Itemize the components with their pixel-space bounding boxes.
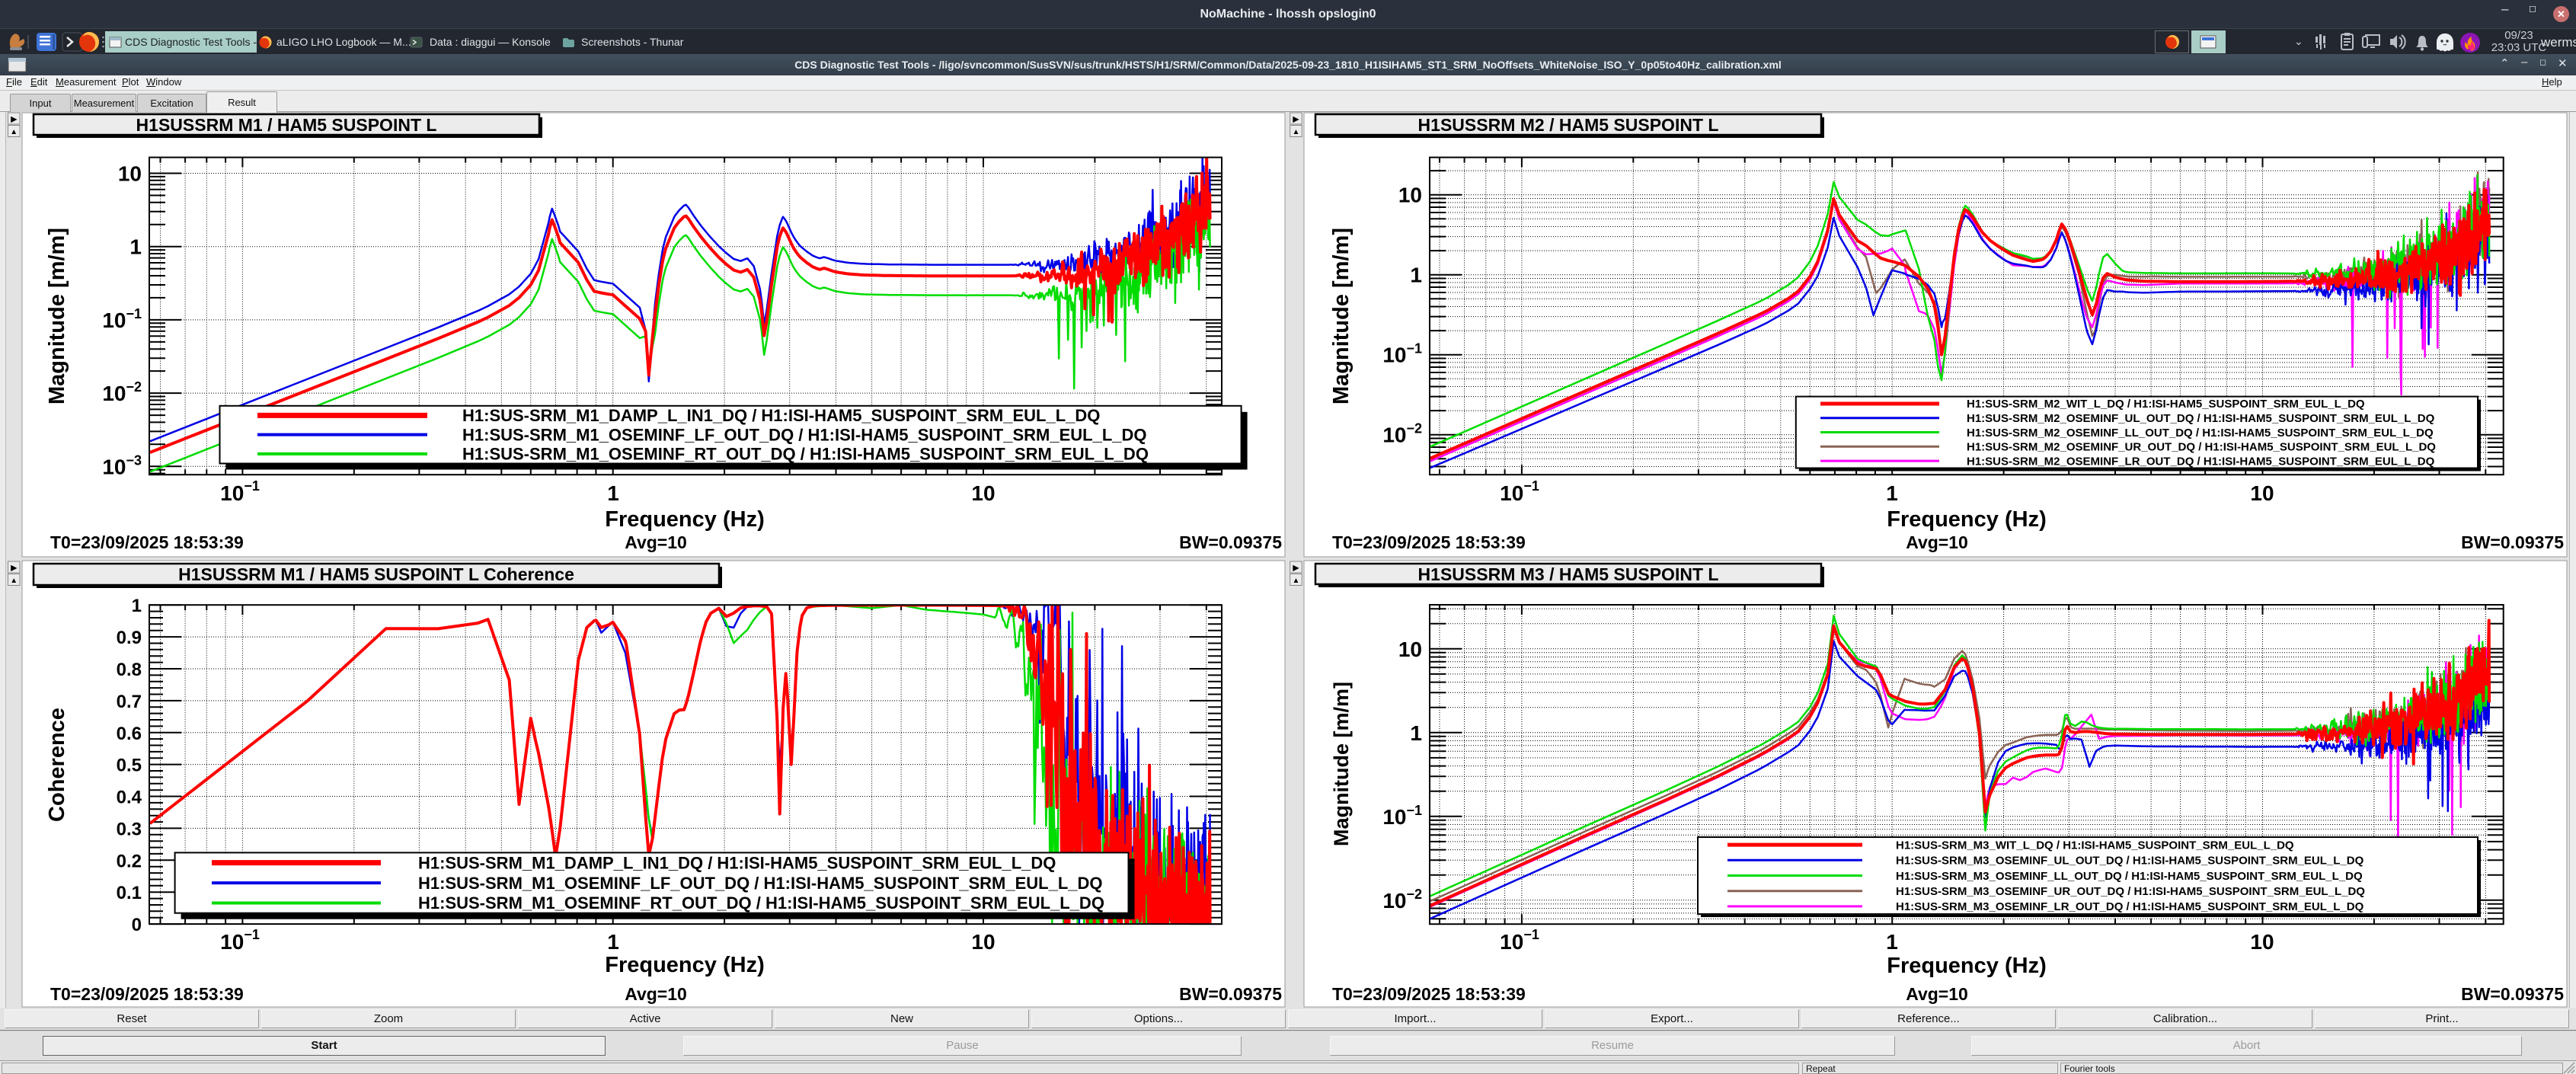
svg-text:1: 1 — [1410, 721, 1422, 745]
svg-text:1: 1 — [607, 481, 619, 505]
svg-text:T0=23/09/2025 18:53:39: T0=23/09/2025 18:53:39 — [50, 532, 244, 552]
svg-text:10−3: 10−3 — [102, 452, 142, 478]
svg-text:T0=23/09/2025 18:53:39: T0=23/09/2025 18:53:39 — [1332, 532, 1526, 552]
svg-text:0.7: 0.7 — [117, 692, 142, 712]
svg-text:BW=0.09375: BW=0.09375 — [2461, 532, 2564, 552]
svg-text:10: 10 — [118, 162, 142, 186]
svg-text:H1:SUS-SRM_M2_OSEMINF_UR_OUT_D: H1:SUS-SRM_M2_OSEMINF_UR_OUT_DQ / H1:ISI… — [1967, 441, 2436, 454]
svg-text:10−1: 10−1 — [1382, 341, 1422, 367]
svg-text:▶: ▶ — [10, 116, 18, 124]
svg-text:H1SUSSRM M2 / HAM5 SUSPOINT L: H1SUSSRM M2 / HAM5 SUSPOINT L — [1418, 115, 1719, 135]
svg-text:▲: ▲ — [1292, 577, 1299, 585]
svg-text:Coherence: Coherence — [45, 708, 69, 822]
svg-text:Avg=10: Avg=10 — [625, 532, 687, 552]
svg-text:T0=23/09/2025 18:53:39: T0=23/09/2025 18:53:39 — [1332, 984, 1526, 1004]
svg-text:0.4: 0.4 — [117, 788, 142, 808]
svg-text:10: 10 — [971, 930, 995, 954]
svg-text:H1SUSSRM M3 / HAM5 SUSPOINT L: H1SUSSRM M3 / HAM5 SUSPOINT L — [1418, 564, 1719, 584]
svg-text:H1:SUS-SRM_M1_DAMP_L_IN1_DQ /: H1:SUS-SRM_M1_DAMP_L_IN1_DQ / H1:ISI-HAM… — [418, 853, 1056, 872]
svg-text:1: 1 — [129, 235, 142, 259]
svg-text:T0=23/09/2025 18:53:39: T0=23/09/2025 18:53:39 — [50, 984, 244, 1004]
svg-text:10: 10 — [2250, 930, 2274, 954]
svg-text:1: 1 — [1886, 481, 1898, 505]
svg-text:10−1: 10−1 — [1500, 478, 1539, 505]
svg-text:0.3: 0.3 — [117, 819, 142, 839]
svg-text:H1:SUS-SRM_M1_OSEMINF_RT_OUT_D: H1:SUS-SRM_M1_OSEMINF_RT_OUT_DQ / H1:ISI… — [462, 445, 1149, 464]
svg-text:Avg=10: Avg=10 — [1906, 532, 1968, 552]
svg-text:H1:SUS-SRM_M2_WIT_L_DQ / H1:IS: H1:SUS-SRM_M2_WIT_L_DQ / H1:ISI-HAM5_SUS… — [1967, 398, 2365, 411]
svg-text:▶: ▶ — [10, 564, 18, 573]
svg-text:0: 0 — [132, 915, 142, 935]
svg-text:0.2: 0.2 — [117, 851, 142, 871]
svg-text:Frequency (Hz): Frequency (Hz) — [605, 507, 764, 532]
svg-text:H1:SUS-SRM_M1_OSEMINF_RT_OUT_D: H1:SUS-SRM_M1_OSEMINF_RT_OUT_DQ / H1:ISI… — [418, 893, 1104, 913]
svg-text:H1:SUS-SRM_M3_OSEMINF_UL_OUT_D: H1:SUS-SRM_M3_OSEMINF_UL_OUT_DQ / H1:ISI… — [1896, 855, 2364, 868]
svg-text:H1:SUS-SRM_M1_OSEMINF_LF_OUT_D: H1:SUS-SRM_M1_OSEMINF_LF_OUT_DQ / H1:ISI… — [462, 425, 1147, 444]
svg-text:▲: ▲ — [10, 128, 18, 136]
svg-text:H1SUSSRM M1 / HAM5 SUSPOINT L: H1SUSSRM M1 / HAM5 SUSPOINT L Coherence — [178, 564, 574, 584]
svg-text:0.5: 0.5 — [117, 756, 142, 776]
svg-text:0.8: 0.8 — [117, 660, 142, 680]
svg-text:10: 10 — [1398, 184, 1422, 207]
svg-text:Magnitude [m/m]: Magnitude [m/m] — [1330, 682, 1353, 846]
svg-text:▲: ▲ — [1292, 128, 1299, 136]
svg-text:▶: ▶ — [1293, 564, 1300, 573]
svg-text:H1:SUS-SRM_M3_OSEMINF_LR_OUT_D: H1:SUS-SRM_M3_OSEMINF_LR_OUT_DQ / H1:ISI… — [1896, 900, 2364, 913]
svg-text:BW=0.09375: BW=0.09375 — [1179, 532, 1282, 552]
svg-text:1: 1 — [1410, 264, 1422, 287]
svg-text:H1:SUS-SRM_M1_DAMP_L_IN1_DQ /: H1:SUS-SRM_M1_DAMP_L_IN1_DQ / H1:ISI-HAM… — [462, 406, 1100, 425]
svg-text:H1:SUS-SRM_M1_OSEMINF_LF_OUT_D: H1:SUS-SRM_M1_OSEMINF_LF_OUT_DQ / H1:ISI… — [418, 874, 1103, 893]
svg-text:BW=0.09375: BW=0.09375 — [2461, 984, 2564, 1004]
svg-text:1: 1 — [607, 930, 619, 954]
svg-text:Avg=10: Avg=10 — [1906, 984, 1968, 1004]
svg-text:BW=0.09375: BW=0.09375 — [1179, 984, 1282, 1004]
svg-text:H1:SUS-SRM_M3_OSEMINF_LL_OUT_D: H1:SUS-SRM_M3_OSEMINF_LL_OUT_DQ / H1:ISI… — [1896, 870, 2363, 883]
svg-text:H1SUSSRM M1 / HAM5 SUSPOINT L: H1SUSSRM M1 / HAM5 SUSPOINT L — [136, 115, 437, 135]
svg-text:Magnitude [m/m]: Magnitude [m/m] — [1329, 228, 1354, 404]
svg-text:H1:SUS-SRM_M3_OSEMINF_UR_OUT_D: H1:SUS-SRM_M3_OSEMINF_UR_OUT_DQ / H1:ISI… — [1896, 885, 2365, 898]
svg-text:H1:SUS-SRM_M3_WIT_L_DQ / H1:IS: H1:SUS-SRM_M3_WIT_L_DQ / H1:ISI-HAM5_SUS… — [1896, 839, 2294, 852]
svg-text:▶: ▶ — [1293, 116, 1300, 124]
svg-text:0.9: 0.9 — [117, 628, 142, 648]
svg-text:0.1: 0.1 — [117, 883, 142, 903]
svg-text:Avg=10: Avg=10 — [625, 984, 687, 1004]
svg-text:10: 10 — [971, 481, 995, 505]
svg-text:H1:SUS-SRM_M2_OSEMINF_LR_OUT_D: H1:SUS-SRM_M2_OSEMINF_LR_OUT_DQ / H1:ISI… — [1967, 455, 2435, 468]
svg-text:10: 10 — [1398, 638, 1422, 661]
svg-text:1: 1 — [132, 596, 142, 616]
svg-text:0.6: 0.6 — [117, 724, 142, 744]
svg-text:10: 10 — [2250, 481, 2274, 505]
svg-text:Magnitude [m/m]: Magnitude [m/m] — [45, 228, 69, 404]
svg-text:Frequency (Hz): Frequency (Hz) — [605, 953, 764, 977]
svg-text:▲: ▲ — [10, 577, 18, 585]
svg-text:Frequency (Hz): Frequency (Hz) — [1887, 507, 2046, 532]
svg-text:Frequency (Hz): Frequency (Hz) — [1887, 954, 2046, 978]
svg-text:H1:SUS-SRM_M2_OSEMINF_UL_OUT_D: H1:SUS-SRM_M2_OSEMINF_UL_OUT_DQ / H1:ISI… — [1967, 412, 2435, 425]
svg-text:H1:SUS-SRM_M2_OSEMINF_LL_OUT_D: H1:SUS-SRM_M2_OSEMINF_LL_OUT_DQ / H1:ISI… — [1967, 427, 2434, 440]
svg-text:1: 1 — [1886, 930, 1898, 954]
